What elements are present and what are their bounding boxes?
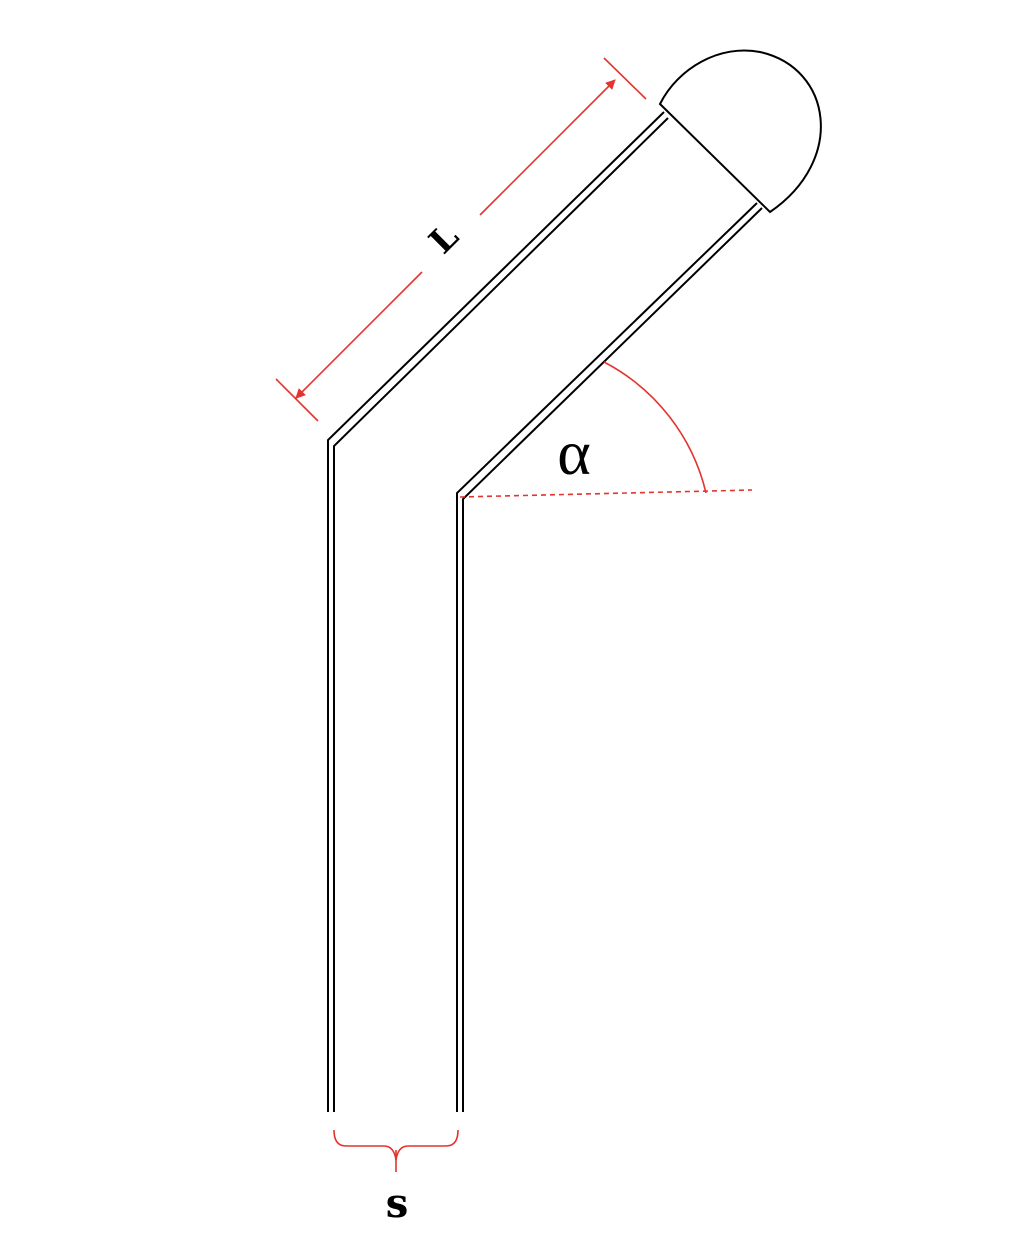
- length-extension-bottom: [275, 378, 319, 422]
- length-dimension: [275, 57, 647, 422]
- length-arrow-lower: [295, 271, 423, 399]
- angle-reference-line: [459, 489, 753, 498]
- lamp-head: [658, 49, 822, 214]
- length-label: L: [422, 217, 467, 262]
- pipe-inner-wall: [456, 202, 763, 1112]
- angle-dimension: [459, 361, 753, 498]
- length-arrow-upper: [479, 79, 616, 216]
- angle-arc: [603, 361, 707, 494]
- spacing-label: s: [386, 1180, 409, 1227]
- angle-label: α: [557, 417, 591, 488]
- pipe-outer-wall: [327, 111, 669, 1112]
- length-extension-top: [603, 57, 647, 100]
